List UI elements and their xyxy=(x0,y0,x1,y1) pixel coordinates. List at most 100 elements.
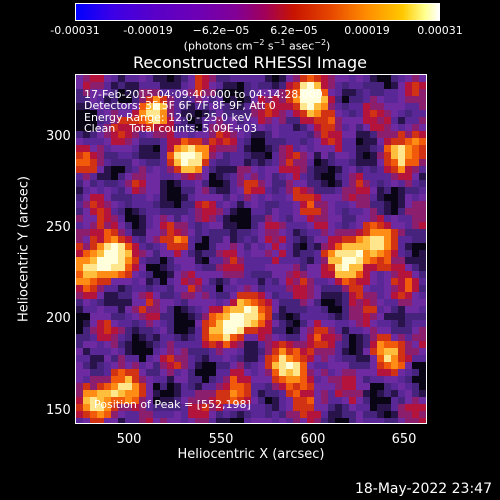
heatmap-cell xyxy=(335,110,343,118)
heatmap-cell xyxy=(181,327,189,335)
heatmap-cell xyxy=(118,236,126,244)
heatmap-cell xyxy=(279,327,287,335)
heatmap-cell xyxy=(111,243,119,251)
heatmap-cell xyxy=(342,334,350,342)
heatmap-cell xyxy=(97,173,105,181)
heatmap-cell xyxy=(258,397,266,405)
heatmap-cell xyxy=(167,418,175,423)
heatmap-cell xyxy=(328,117,336,125)
heatmap-cell xyxy=(146,180,154,188)
heatmap-cell xyxy=(307,334,315,342)
heatmap-cell xyxy=(167,159,175,167)
heatmap-cell xyxy=(321,166,329,174)
heatmap-cell xyxy=(398,194,406,202)
heatmap-cell xyxy=(132,299,140,307)
heatmap-cell xyxy=(97,215,105,223)
heatmap-cell xyxy=(195,418,203,423)
heatmap-cell xyxy=(146,376,154,384)
heatmap-cell xyxy=(97,264,105,272)
heatmap-cell xyxy=(307,355,315,363)
heatmap-cell xyxy=(335,362,343,370)
heatmap-cell xyxy=(321,131,329,139)
heatmap-cell xyxy=(118,166,126,174)
heatmap-cell xyxy=(160,320,168,328)
heatmap-cell xyxy=(83,369,91,377)
heatmap-cell xyxy=(349,383,357,391)
heatmap-cell xyxy=(209,369,217,377)
heatmap-cell xyxy=(293,292,301,300)
heatmap-cell xyxy=(188,159,196,167)
heatmap-cell xyxy=(181,82,189,90)
heatmap-cell xyxy=(321,180,329,188)
heatmap-cell xyxy=(146,341,154,349)
heatmap-cell xyxy=(391,418,399,423)
heatmap-cell xyxy=(230,390,238,398)
heatmap-cell xyxy=(139,110,147,118)
heatmap-cell xyxy=(174,208,182,216)
heatmap-cell xyxy=(90,187,98,195)
heatmap-cell xyxy=(363,299,371,307)
heatmap-cell xyxy=(384,348,392,356)
heatmap-cell xyxy=(195,243,203,251)
heatmap-cell xyxy=(363,208,371,216)
heatmap-cell xyxy=(230,292,238,300)
heatmap-cell xyxy=(174,222,182,230)
heatmap-cell xyxy=(111,159,119,167)
heatmap-cell xyxy=(398,243,406,251)
heatmap-cell xyxy=(349,145,357,153)
heatmap-cell xyxy=(377,103,385,111)
heatmap-cell xyxy=(223,355,231,363)
heatmap-cell xyxy=(153,348,161,356)
heatmap-cell xyxy=(307,390,315,398)
heatmap-cell xyxy=(286,222,294,230)
heatmap-cell xyxy=(195,201,203,209)
heatmap-cell xyxy=(300,299,308,307)
heatmap-cell xyxy=(244,397,252,405)
heatmap-cell xyxy=(104,362,112,370)
heatmap-cell xyxy=(146,166,154,174)
heatmap-cell xyxy=(153,376,161,384)
heatmap-cell xyxy=(139,138,147,146)
heatmap-cell xyxy=(139,327,147,335)
heatmap-cell xyxy=(363,257,371,265)
heatmap-cell xyxy=(83,166,91,174)
heatmap-cell xyxy=(125,411,133,419)
heatmap-cell xyxy=(398,404,406,412)
heatmap-cell xyxy=(286,334,294,342)
heatmap-cell xyxy=(244,110,252,118)
heatmap-cell xyxy=(412,208,420,216)
heatmap-cell xyxy=(90,236,98,244)
heatmap-cell xyxy=(76,236,84,244)
heatmap-cell xyxy=(111,208,119,216)
heatmap-cell xyxy=(398,320,406,328)
heatmap-cell xyxy=(111,201,119,209)
heatmap-cell xyxy=(209,82,217,90)
heatmap-cell xyxy=(167,397,175,405)
heatmap-cell xyxy=(167,243,175,251)
heatmap-cell xyxy=(286,82,294,90)
heatmap-cell xyxy=(300,341,308,349)
heatmap-cell xyxy=(97,404,105,412)
heatmap-cell xyxy=(83,306,91,314)
heatmap-cell xyxy=(279,124,287,132)
heatmap-cell xyxy=(125,152,133,160)
heatmap-cell xyxy=(230,236,238,244)
heatmap-cell xyxy=(202,285,210,293)
heatmap-cell xyxy=(300,110,308,118)
heatmap-cell xyxy=(363,180,371,188)
heatmap-cell xyxy=(258,341,266,349)
heatmap-cell xyxy=(125,327,133,335)
heatmap-cell xyxy=(251,397,259,405)
heatmap-cell xyxy=(167,75,175,83)
heatmap-cell xyxy=(181,166,189,174)
heatmap-cell xyxy=(146,383,154,391)
heatmap-cell xyxy=(90,243,98,251)
heatmap-cell xyxy=(363,334,371,342)
heatmap-cell xyxy=(202,201,210,209)
rhessi-heatmap xyxy=(76,75,426,423)
heatmap-cell xyxy=(321,89,329,97)
heatmap-cell xyxy=(412,110,420,118)
heatmap-cell xyxy=(349,243,357,251)
heatmap-cell xyxy=(300,404,308,412)
heatmap-cell xyxy=(405,397,413,405)
